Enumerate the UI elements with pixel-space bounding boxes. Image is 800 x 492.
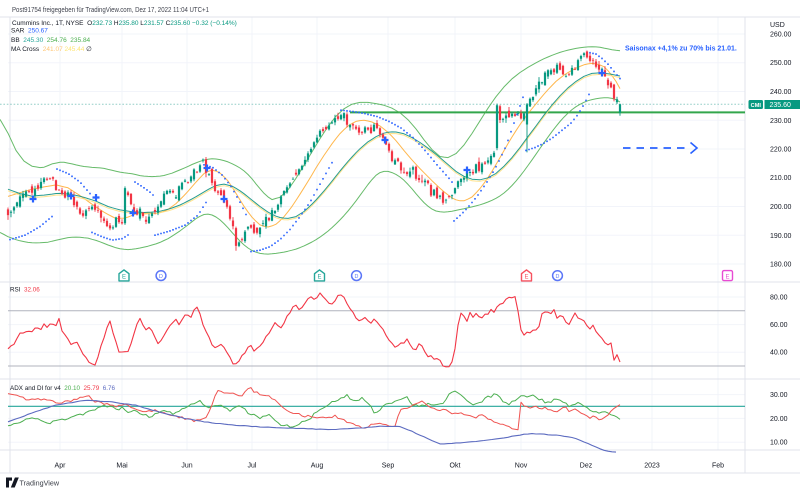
svg-text:E: E: [317, 275, 321, 281]
svg-text:235.60: 235.60: [770, 102, 792, 109]
svg-text:Jul: Jul: [248, 463, 257, 470]
svg-text:Cummins Inc., 1T, NYSE O232.7: Cummins Inc., 1T, NYSE O232.73 H235.80 L…: [12, 20, 237, 27]
svg-text:USD: USD: [770, 22, 785, 29]
svg-text:D: D: [159, 274, 163, 280]
svg-text:BB 245.30 254.76 235.84: BB 245.30 254.76 235.84: [11, 37, 91, 44]
svg-text:30.00: 30.00: [770, 392, 788, 399]
svg-text:ADX and DI for v4 20.10 25.7: ADX and DI for v4 20.10 25.79 6.76: [10, 385, 116, 392]
svg-text:Jun: Jun: [181, 463, 192, 470]
svg-text:Okt: Okt: [450, 463, 461, 470]
svg-text:Feb: Feb: [712, 463, 724, 470]
svg-text:CMI: CMI: [751, 103, 762, 109]
svg-text:Mai: Mai: [116, 463, 128, 470]
svg-text:Saisonax +4,1% zu 70% bis 21.0: Saisonax +4,1% zu 70% bis 21.01.: [625, 46, 737, 53]
svg-text:80.00: 80.00: [770, 295, 788, 302]
svg-text:10.00: 10.00: [770, 440, 788, 447]
svg-text:Nov: Nov: [515, 463, 528, 470]
svg-text:200.00: 200.00: [770, 204, 792, 211]
svg-text:Post91754 freigegeben für Trad: Post91754 freigegeben für TradingView.co…: [12, 5, 209, 14]
svg-text:220.00: 220.00: [770, 147, 792, 154]
svg-text:D: D: [355, 274, 359, 280]
svg-text:E: E: [725, 274, 729, 280]
svg-text:20.00: 20.00: [770, 416, 788, 423]
svg-text:180.00: 180.00: [770, 262, 792, 269]
svg-text:190.00: 190.00: [770, 233, 792, 240]
svg-text:260.00: 260.00: [770, 32, 792, 39]
svg-text:D: D: [556, 274, 560, 280]
svg-text:60.00: 60.00: [770, 322, 788, 329]
svg-text:E: E: [122, 275, 126, 281]
svg-text:Aug: Aug: [311, 463, 324, 470]
svg-text:250.00: 250.00: [770, 60, 792, 67]
svg-text:2023: 2023: [644, 463, 660, 470]
svg-text:RSI 32.06: RSI 32.06: [10, 286, 40, 293]
svg-text:40.00: 40.00: [770, 350, 788, 357]
svg-text:Apr: Apr: [55, 463, 67, 470]
svg-text:TradingView: TradingView: [20, 478, 60, 487]
svg-text:MA Cross 241.07 245.44 ∅: MA Cross 241.07 245.44 ∅: [11, 46, 92, 53]
svg-text:Sep: Sep: [382, 463, 395, 470]
svg-text:SAR 250.67: SAR 250.67: [11, 28, 48, 35]
svg-text:230.00: 230.00: [770, 118, 792, 125]
svg-text:E: E: [524, 275, 528, 281]
svg-text:Dez: Dez: [580, 463, 593, 470]
svg-text:240.00: 240.00: [770, 89, 792, 96]
svg-text:210.00: 210.00: [770, 175, 792, 182]
